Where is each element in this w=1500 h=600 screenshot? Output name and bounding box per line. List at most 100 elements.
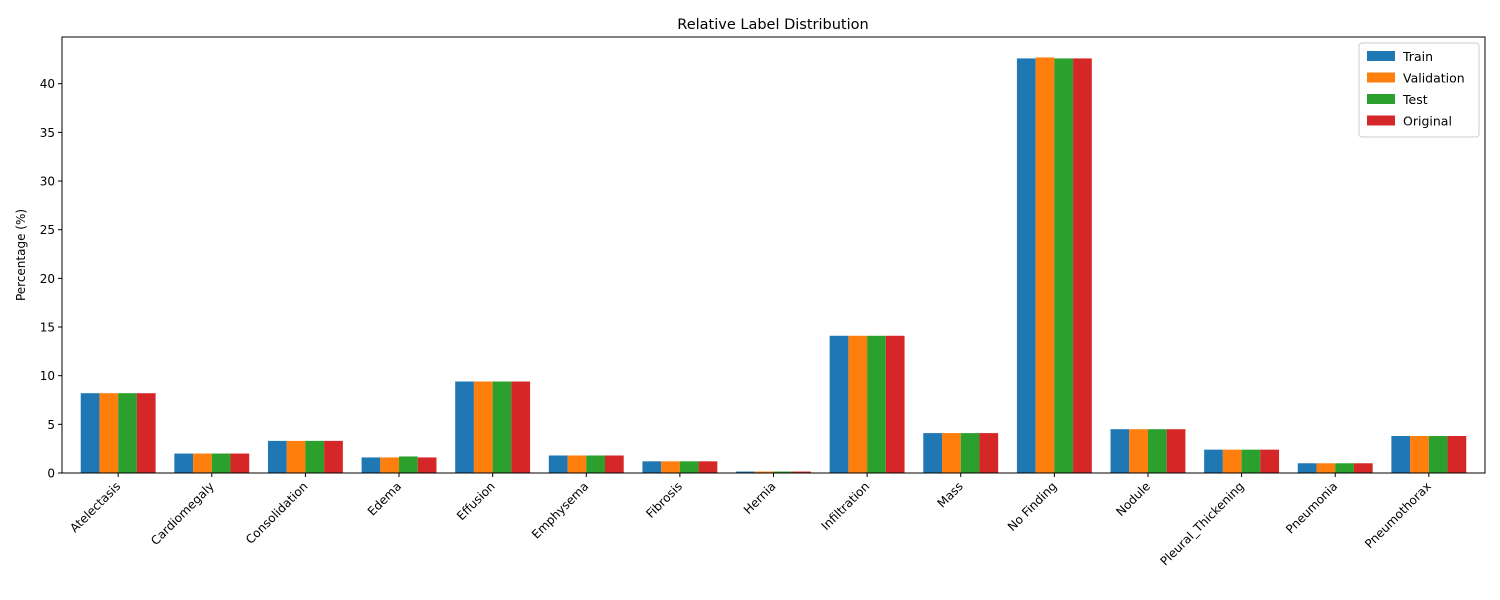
y-tick-label: 10 [40, 369, 55, 383]
y-tick-label: 0 [47, 467, 55, 481]
y-tick-label: 35 [40, 126, 55, 140]
bar-original-infiltration [885, 335, 905, 473]
bar-validation-pneumonia [1316, 463, 1336, 473]
bar-test-consolidation [305, 440, 325, 473]
bar-train-effusion [455, 381, 474, 473]
x-tick-label: Effusion [454, 479, 498, 523]
bar-test-mass [960, 433, 980, 473]
bar-validation-consolidation [286, 440, 306, 473]
bar-original-pleural-thickening [1260, 449, 1280, 473]
bar-original-hernia [792, 471, 811, 473]
x-tick-label: Pneumothorax [1362, 479, 1434, 551]
x-tick-label: Consolidation [243, 479, 311, 547]
legend-label-train: Train [1402, 49, 1433, 64]
bar-original-cardiomegaly [230, 453, 250, 473]
y-tick-label: 40 [40, 77, 55, 91]
bar-test-pneumonia [1335, 463, 1354, 473]
bar-original-consolidation [324, 440, 343, 473]
bar-validation-infiltration [848, 335, 868, 473]
bar-original-edema [417, 457, 437, 473]
bar-original-pneumonia [1353, 463, 1373, 473]
legend-swatch-original [1367, 115, 1395, 126]
bar-original-fibrosis [698, 461, 718, 473]
bar-validation-emphysema [567, 455, 587, 473]
legend-box [1358, 42, 1480, 138]
bar-validation-fibrosis [661, 461, 680, 473]
legend-swatch-test [1367, 94, 1395, 104]
chart-title: Relative Label Distribution [677, 17, 868, 33]
bar-train-atelectasis [80, 393, 100, 473]
x-tick-label: Cardiomegaly [148, 479, 217, 548]
y-tick-label: 5 [47, 418, 55, 432]
bar-train-hernia [736, 471, 755, 473]
bar-test-nodule [1147, 429, 1167, 473]
bar-original-pneumothorax [1447, 436, 1467, 473]
x-tick-label: Hernia [741, 479, 779, 517]
bar-original-effusion [511, 381, 531, 473]
bar-original-emphysema [604, 455, 624, 473]
bar-validation-cardiomegaly [193, 453, 212, 473]
y-tick-label: 15 [40, 321, 55, 335]
bar-validation-edema [380, 457, 400, 473]
legend-label-test: Test [1402, 92, 1428, 107]
bar-validation-atelectasis [99, 393, 119, 473]
bar-train-no-finding [1016, 58, 1036, 474]
legend-swatch-train [1367, 51, 1395, 61]
y-axis-title: Percentage (%) [14, 209, 28, 301]
bar-train-pneumonia [1297, 463, 1317, 473]
bar-train-infiltration [829, 335, 849, 473]
bars-layer [80, 57, 1467, 474]
x-tick-label: Atelectasis [67, 479, 123, 535]
x-tick-label: Edema [365, 479, 404, 518]
x-tick-label: Nodule [1113, 479, 1153, 519]
bar-train-edema [361, 457, 381, 473]
bar-train-mass [923, 433, 943, 473]
bar-original-mass [979, 433, 999, 473]
bar-test-cardiomegaly [211, 453, 231, 473]
legend-swatch-validation [1367, 72, 1395, 83]
bar-test-pleural-thickening [1241, 449, 1261, 473]
plot-frame [61, 36, 1486, 474]
legend-label-validation: Validation [1403, 71, 1465, 86]
bar-original-nodule [1166, 429, 1186, 473]
bar-train-emphysema [548, 455, 568, 473]
bar-validation-mass [942, 433, 961, 473]
bar-test-emphysema [586, 455, 605, 473]
bar-validation-nodule [1129, 429, 1148, 473]
x-tick-label: Fibrosis [643, 479, 685, 521]
bar-validation-no-finding [1035, 57, 1055, 473]
bar-train-fibrosis [642, 461, 662, 473]
bar-original-no-finding [1073, 58, 1092, 474]
x-tick-label: Mass [935, 479, 966, 510]
bar-validation-effusion [473, 381, 493, 473]
bar-train-nodule [1110, 429, 1130, 473]
bar-validation-hernia [754, 471, 774, 473]
bar-original-atelectasis [136, 393, 156, 473]
bar-test-atelectasis [118, 393, 137, 473]
y-tick-label: 30 [40, 175, 55, 189]
bar-test-effusion [492, 381, 512, 473]
bar-train-pneumothorax [1391, 436, 1411, 473]
x-tick-label: Emphysema [529, 479, 591, 541]
legend: Train Validation Test Original [1358, 42, 1480, 138]
bar-validation-pneumothorax [1410, 436, 1429, 473]
x-tick-label: No Finding [1005, 479, 1060, 534]
x-axis: Atelectasis Cardiomegaly Consolidation Edem… [67, 473, 1434, 568]
bar-test-pneumothorax [1428, 436, 1448, 473]
bar-train-cardiomegaly [174, 453, 194, 473]
y-axis: 0 5 10 15 20 25 30 35 40 [40, 77, 62, 481]
y-tick-label: 20 [40, 272, 55, 286]
x-tick-label: Infiltration [818, 479, 872, 533]
x-tick-label: Pleural_Thickening [1158, 479, 1247, 568]
bar-train-pleural-thickening [1204, 449, 1223, 473]
bar-test-no-finding [1054, 58, 1074, 474]
bar-validation-pleural-thickening [1222, 449, 1242, 473]
bar-test-fibrosis [679, 461, 699, 473]
x-tick-label: Pneumonia [1283, 479, 1340, 536]
bar-test-edema [399, 456, 418, 473]
legend-label-original: Original [1403, 114, 1452, 129]
bar-train-consolidation [267, 440, 287, 473]
bar-test-infiltration [867, 335, 886, 473]
y-tick-label: 25 [40, 223, 55, 237]
